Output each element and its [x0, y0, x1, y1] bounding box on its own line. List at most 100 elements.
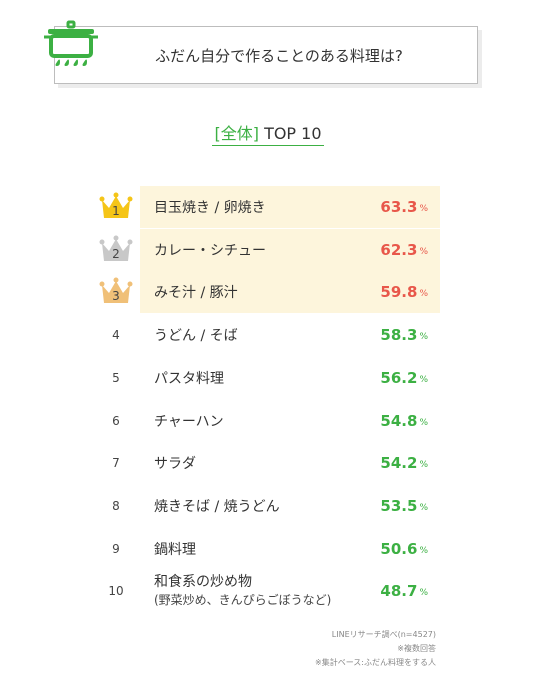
row-label-text: 鍋料理	[154, 541, 196, 558]
row-label: カレー・シチュー	[154, 229, 266, 271]
rank-number: 3	[112, 289, 120, 304]
rank-number: 9	[112, 541, 120, 556]
row-value: 54.8%	[380, 400, 428, 442]
rank-badge: 3	[96, 271, 136, 313]
question-box: ふだん自分で作ることのある料理は?	[54, 26, 478, 84]
rank-number: 4	[112, 328, 120, 343]
rank-number: 5	[112, 370, 120, 385]
crown-icon	[99, 235, 133, 261]
row-label: 焼きそば / 焼うどん	[154, 485, 280, 527]
row-label-text: みそ汁 / 豚汁	[154, 285, 238, 302]
subtitle-underline	[212, 145, 324, 146]
row-value-number: 58.3	[380, 326, 418, 345]
row-label-text: 和食系の炒め物	[154, 574, 252, 591]
ranking-row: 4 うどん / そば 58.3%	[0, 314, 536, 356]
subtitle-bracket-open: [	[214, 124, 221, 143]
row-sublabel: (野菜炒め、きんぴらごぼうなど)	[154, 593, 332, 608]
rank-badge: 6	[96, 400, 136, 442]
note-source: LINEリサーチ調べ(n=4527)	[331, 630, 436, 639]
row-value-unit: %	[419, 374, 428, 385]
row-label-text: 焼きそば / 焼うどん	[154, 498, 280, 515]
row-value-unit: %	[419, 588, 428, 599]
rank-badge: 8	[96, 485, 136, 527]
row-value-unit: %	[419, 460, 428, 471]
row-value: 53.5%	[380, 485, 428, 527]
rank-number: 1	[112, 204, 120, 218]
row-value-number: 54.8	[380, 411, 418, 430]
ranking-row: 5 パスタ料理 56.2%	[0, 357, 536, 399]
rank-badge: 7	[96, 442, 136, 484]
row-value-number: 53.5	[380, 496, 418, 515]
row-value-number: 62.3	[380, 240, 418, 259]
cooking-pot-icon	[44, 20, 98, 66]
row-value-unit: %	[419, 204, 428, 214]
row-value-number: 48.7	[380, 582, 418, 601]
rank-number: 6	[112, 413, 120, 428]
row-label: 鍋料理	[154, 528, 196, 570]
note-multiple-answers: ※複数回答	[397, 644, 436, 653]
row-value: 48.7%	[380, 570, 428, 612]
rank-number: 10	[108, 584, 124, 599]
subtitle: [全体] TOP 10	[0, 120, 536, 144]
row-label: サラダ	[154, 442, 196, 484]
row-label: うどん / そば	[154, 314, 238, 356]
ranking-row: 8 焼きそば / 焼うどん 53.5%	[0, 485, 536, 527]
row-label-text: サラダ	[154, 456, 196, 473]
rank-number: 8	[112, 498, 120, 513]
row-value: 63.3%	[380, 186, 428, 228]
note-base: ※集計ベース:ふだん料理をする人	[315, 658, 436, 667]
rank-badge: 2	[96, 229, 136, 271]
row-label-text: カレー・シチュー	[154, 242, 266, 259]
row-label-text: パスタ料理	[154, 370, 224, 387]
subtitle-tag: 全体	[220, 124, 253, 143]
row-label-text: 目玉焼き / 卵焼き	[154, 200, 266, 216]
row-value-unit: %	[419, 289, 428, 300]
question-title: ふだん自分で作ることのある料理は?	[155, 46, 403, 65]
row-value-unit: %	[419, 545, 428, 556]
row-value-number: 50.6	[380, 539, 418, 558]
row-label: みそ汁 / 豚汁	[154, 271, 238, 313]
row-label-text: チャーハン	[154, 413, 224, 430]
row-value: 56.2%	[380, 357, 428, 399]
row-label-text: うどん / そば	[154, 328, 238, 345]
row-value-unit: %	[419, 502, 428, 513]
ranking-row: 1 目玉焼き / 卵焼き 63.3%	[0, 186, 536, 228]
rank-badge: 9	[96, 528, 136, 570]
rank-badge: 10	[96, 570, 136, 612]
subtitle-bracket-close: ]	[252, 124, 259, 143]
rank-number: 7	[112, 456, 120, 471]
row-value: 59.8%	[380, 271, 428, 313]
row-value: 54.2%	[380, 442, 428, 484]
row-label: チャーハン	[154, 400, 224, 442]
rank-badge: 1	[96, 186, 136, 228]
row-value-unit: %	[419, 417, 428, 428]
row-value-number: 63.3	[380, 198, 418, 216]
row-value-unit: %	[419, 332, 428, 343]
row-label: 目玉焼き / 卵焼き	[154, 186, 266, 228]
row-value-number: 59.8	[380, 283, 418, 302]
row-value-number: 54.2	[380, 454, 418, 473]
row-background	[140, 228, 440, 271]
rank-number: 2	[112, 246, 120, 261]
notes: LINEリサーチ調べ(n=4527) ※複数回答 ※集計ベース:ふだん料理をする…	[315, 628, 436, 670]
row-value: 62.3%	[380, 229, 428, 271]
row-value: 50.6%	[380, 528, 428, 570]
ranking-row: 6 チャーハン 54.8%	[0, 400, 536, 442]
ranking-row: 10 和食系の炒め物 (野菜炒め、きんぴらごぼうなど) 48.7%	[0, 570, 536, 612]
row-background	[140, 271, 440, 314]
row-value: 58.3%	[380, 314, 428, 356]
ranking-row: 3 みそ汁 / 豚汁 59.8%	[0, 271, 536, 314]
ranking-row: 2 カレー・シチュー 62.3%	[0, 228, 536, 271]
crown-icon	[99, 277, 133, 304]
ranking-row: 9 鍋料理 50.6%	[0, 528, 536, 570]
ranking-row: 7 サラダ 54.2%	[0, 442, 536, 484]
row-label: パスタ料理	[154, 357, 224, 399]
row-label: 和食系の炒め物 (野菜炒め、きんぴらごぼうなど)	[154, 570, 331, 612]
row-value-unit: %	[419, 246, 428, 257]
subtitle-label: TOP 10	[264, 124, 322, 143]
rank-badge: 5	[96, 357, 136, 399]
row-background	[140, 186, 440, 228]
crown-icon	[99, 192, 133, 218]
row-value-number: 56.2	[380, 368, 418, 387]
rank-badge: 4	[96, 314, 136, 356]
